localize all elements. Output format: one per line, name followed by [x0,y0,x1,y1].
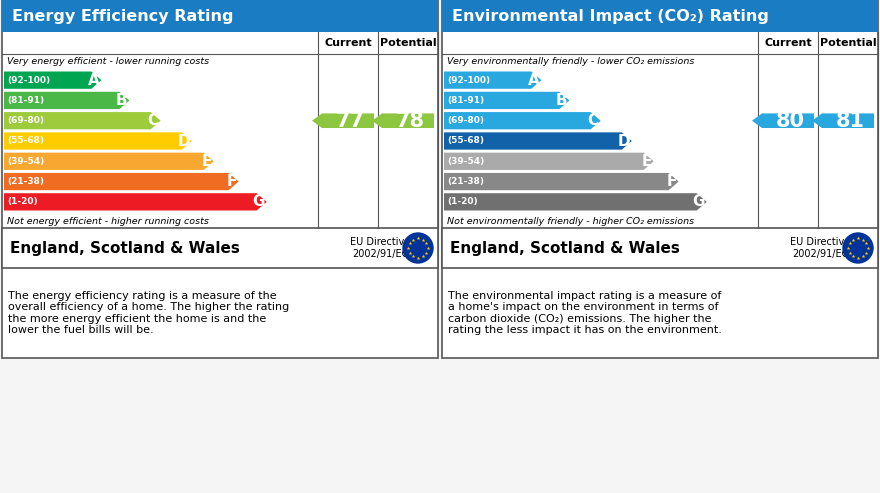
Polygon shape [444,92,569,109]
Text: C: C [588,113,598,128]
Text: Energy Efficiency Rating: Energy Efficiency Rating [12,8,233,24]
Text: E: E [202,154,212,169]
Polygon shape [444,132,632,150]
Text: D: D [177,134,190,148]
Text: 78: 78 [395,111,424,131]
Polygon shape [4,193,267,211]
Polygon shape [444,71,541,89]
Text: F: F [226,174,237,189]
Text: Current: Current [324,38,372,48]
Circle shape [403,233,433,263]
Text: EU Directive
2002/91/EC: EU Directive 2002/91/EC [790,237,850,259]
Text: (21-38): (21-38) [7,177,44,186]
Text: (55-68): (55-68) [447,137,484,145]
Text: (39-54): (39-54) [7,157,44,166]
Bar [442,0,878,32]
Bar [2,0,438,32]
Text: (92-100): (92-100) [7,75,50,85]
Text: (1-20): (1-20) [7,197,38,207]
Text: A: A [528,72,539,88]
Text: (69-80): (69-80) [7,116,44,125]
Text: D: D [617,134,630,148]
Polygon shape [4,71,101,89]
Text: (92-100): (92-100) [447,75,490,85]
Text: E: E [642,154,652,169]
Text: B: B [556,93,568,108]
Text: Potential: Potential [819,38,876,48]
Text: Very energy efficient - lower running costs: Very energy efficient - lower running co… [7,57,209,66]
Text: G: G [693,194,705,210]
Polygon shape [444,193,707,211]
Text: Not energy efficient - higher running costs: Not energy efficient - higher running co… [7,216,209,225]
Text: (39-54): (39-54) [447,157,484,166]
Text: 81: 81 [835,111,864,131]
Text: C: C [148,113,158,128]
Polygon shape [312,113,374,128]
Bar [2,228,438,268]
Text: England, Scotland & Wales: England, Scotland & Wales [10,241,240,255]
Polygon shape [4,153,214,170]
Polygon shape [372,113,434,128]
Text: Not environmentally friendly - higher CO₂ emissions: Not environmentally friendly - higher CO… [447,216,694,225]
Text: G: G [253,194,265,210]
Text: The energy efficiency rating is a measure of the
overall efficiency of a home. T: The energy efficiency rating is a measur… [8,290,290,335]
Bar [2,0,438,358]
Polygon shape [444,173,678,190]
Text: (81-91): (81-91) [7,96,44,105]
Polygon shape [444,112,601,129]
Polygon shape [752,113,814,128]
Text: EU Directive
2002/91/EC: EU Directive 2002/91/EC [350,237,410,259]
Polygon shape [4,173,238,190]
Text: (69-80): (69-80) [447,116,484,125]
Text: (21-38): (21-38) [447,177,484,186]
Text: Very environmentally friendly - lower CO₂ emissions: Very environmentally friendly - lower CO… [447,57,694,66]
Polygon shape [444,153,654,170]
Polygon shape [4,92,129,109]
Bar [442,0,878,358]
Bar [442,228,878,268]
Polygon shape [4,132,192,150]
Text: (1-20): (1-20) [447,197,478,207]
Text: A: A [88,72,99,88]
Text: Potential: Potential [379,38,436,48]
Text: 80: 80 [775,111,804,131]
Text: The environmental impact rating is a measure of
a home's impact on the environme: The environmental impact rating is a mea… [448,290,722,335]
Polygon shape [4,112,161,129]
Text: (55-68): (55-68) [7,137,44,145]
Text: England, Scotland & Wales: England, Scotland & Wales [450,241,680,255]
Text: Current: Current [764,38,812,48]
Polygon shape [812,113,874,128]
Circle shape [843,233,873,263]
Text: (81-91): (81-91) [447,96,484,105]
Text: F: F [666,174,677,189]
Text: Environmental Impact (CO₂) Rating: Environmental Impact (CO₂) Rating [452,8,769,24]
Text: 77: 77 [335,111,364,131]
Text: B: B [116,93,128,108]
